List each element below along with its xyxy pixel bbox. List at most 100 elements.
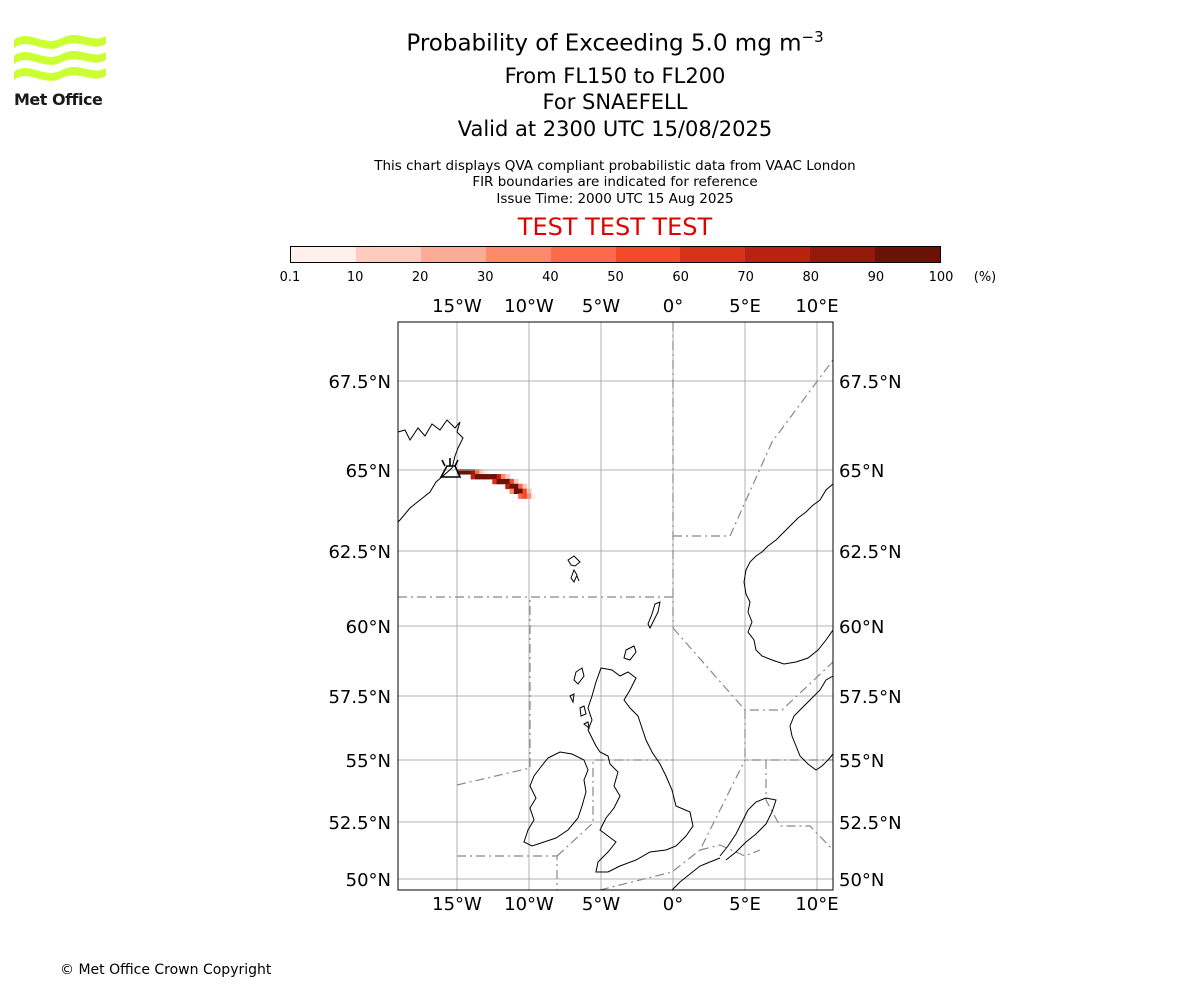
- plume-cell: [522, 493, 528, 499]
- fir-boundary-shannon: [456, 597, 531, 786]
- coastline-shetland: [647, 601, 661, 630]
- colorbar-segment: [875, 247, 941, 262]
- colorbar-tick-label: 30: [477, 270, 494, 285]
- coastline-iceland: [397, 419, 464, 523]
- colorbar-tick-label: 40: [542, 270, 559, 285]
- valid-time: Valid at 2300 UTC 15/08/2025: [457, 117, 773, 141]
- longitude-tick-label-top: 0°: [663, 296, 683, 317]
- latitude-tick-label-right: 50°N: [839, 870, 884, 891]
- plume-cell: [496, 474, 502, 480]
- coastline-faroe: [567, 555, 581, 583]
- latitude-tick-label-left: 65°N: [346, 461, 391, 482]
- plume-cell: [518, 493, 524, 499]
- plume-cell: [505, 483, 511, 490]
- plume-cell: [492, 474, 498, 480]
- longitude-tick-label-bottom: 5°W: [582, 894, 620, 915]
- chart-title: Probability of Exceeding 5.0 mg m−3: [406, 28, 824, 57]
- longitude-tick-label-top: 5°E: [729, 296, 761, 317]
- colorbar-tick-label: 0.1: [279, 270, 301, 285]
- plume-cell: [479, 474, 485, 480]
- plume-cell: [470, 469, 476, 475]
- ash-probability-plume: [457, 469, 536, 499]
- plume-cell: [457, 469, 463, 475]
- plume-cell: [518, 483, 524, 490]
- plume-cell: [505, 474, 511, 480]
- plume-cell: [496, 478, 502, 485]
- colorbar-tick-label: 10: [346, 270, 364, 285]
- plume-cell: [466, 469, 472, 475]
- colorbar-segment: [291, 247, 356, 262]
- colorbar-tick-label: 50: [607, 270, 624, 285]
- plume-cell: [513, 488, 519, 494]
- plume-cell: [505, 478, 511, 485]
- fir-boundary-brest: [599, 759, 746, 891]
- colorbar-tick-label: 90: [867, 270, 885, 285]
- met-office-waves-icon: [14, 35, 106, 81]
- plume-cell: [500, 478, 506, 485]
- plume-cell: [483, 474, 489, 480]
- coastline-hebrides: [569, 667, 590, 730]
- plume-cell: [531, 493, 536, 499]
- volcano-marker-icon: [439, 458, 462, 478]
- latitude-tick-label-right: 60°N: [839, 617, 884, 638]
- plume-cell: [518, 488, 524, 494]
- colorbar: [290, 246, 941, 263]
- coastline-norway: [743, 483, 834, 665]
- longitude-tick-label-top: 15°W: [432, 296, 482, 317]
- volcano-name: For SNAEFELL: [542, 90, 688, 114]
- latitude-tick-label-right: 65°N: [839, 461, 884, 482]
- latitude-tick-label-right: 52.5°N: [839, 813, 902, 834]
- plume-cell: [462, 469, 467, 475]
- plume-cell: [513, 483, 519, 490]
- plume-cell: [509, 483, 515, 490]
- plume-cell: [483, 469, 489, 475]
- met-office-logo: Met Office: [14, 30, 109, 112]
- latitude-tick-label-left: 67.5°N: [328, 372, 391, 393]
- axis-labels: 15°W 15°W 10°W 10°W 5°W 5°W 0° 0° 5°E 5°E 10°E 10°E…: [328, 296, 901, 915]
- colorbar-segment: [420, 247, 486, 262]
- coastline-denmark: [789, 675, 834, 771]
- fir-boundary-east-uk: [744, 710, 833, 761]
- coastlines: [397, 419, 834, 891]
- latitude-tick-label-right: 55°N: [839, 751, 884, 772]
- colorbar-segment: [615, 247, 681, 262]
- latitude-tick-label-left: 60°N: [346, 617, 391, 638]
- colorbar-ticks: 0.1 10 20 30 40 50 60 70 80 90 100 (%): [0, 270, 1200, 288]
- met-office-logo-text: Met Office: [14, 90, 103, 109]
- colorbar-unit: (%): [973, 270, 997, 285]
- test-banner: TEST TEST TEST: [517, 213, 713, 241]
- fir-boundaries: [398, 322, 834, 891]
- longitude-tick-label-bottom: 10°E: [795, 894, 838, 915]
- longitude-tick-label-bottom: 5°E: [729, 894, 761, 915]
- longitude-tick-label-top: 5°W: [582, 296, 620, 317]
- plume-cell: [509, 478, 515, 485]
- colorbar-tick-label: 20: [411, 270, 429, 285]
- fir-boundary-netherlands: [699, 844, 761, 857]
- coastline-france: [671, 857, 721, 891]
- plume-cell: [500, 474, 506, 480]
- colorbar-segment: [810, 247, 876, 262]
- latitude-tick-label-left: 52.5°N: [328, 813, 391, 834]
- latitude-tick-label-right: 57.5°N: [839, 687, 902, 708]
- latitude-tick-label-left: 55°N: [346, 751, 391, 772]
- coastline-orkney: [623, 645, 637, 661]
- copyright-footer: © Met Office Crown Copyright: [60, 962, 272, 978]
- longitude-tick-label-bottom: 10°W: [504, 894, 554, 915]
- colorbar-tick-label: 80: [802, 270, 820, 285]
- plume-cell: [475, 474, 480, 480]
- latitude-tick-label-left: 62.5°N: [328, 542, 391, 563]
- fir-boundary-norway-bodo: [673, 359, 834, 537]
- plume-cell: [487, 474, 493, 480]
- fir-boundary-sota: [457, 855, 558, 890]
- colorbar-segment: [745, 247, 811, 262]
- map-frame: [397, 321, 834, 891]
- plume-cell: [509, 488, 515, 494]
- colorbar-segment: [485, 247, 551, 262]
- colorbar-tick-label: 60: [672, 270, 689, 285]
- longitude-tick-label-top: 10°W: [504, 296, 554, 317]
- fir-note: FIR boundaries are indicated for referen…: [472, 174, 758, 190]
- plume-cell: [513, 478, 519, 485]
- longitude-tick-label-bottom: 15°W: [432, 894, 482, 915]
- plume-cell: [492, 478, 498, 485]
